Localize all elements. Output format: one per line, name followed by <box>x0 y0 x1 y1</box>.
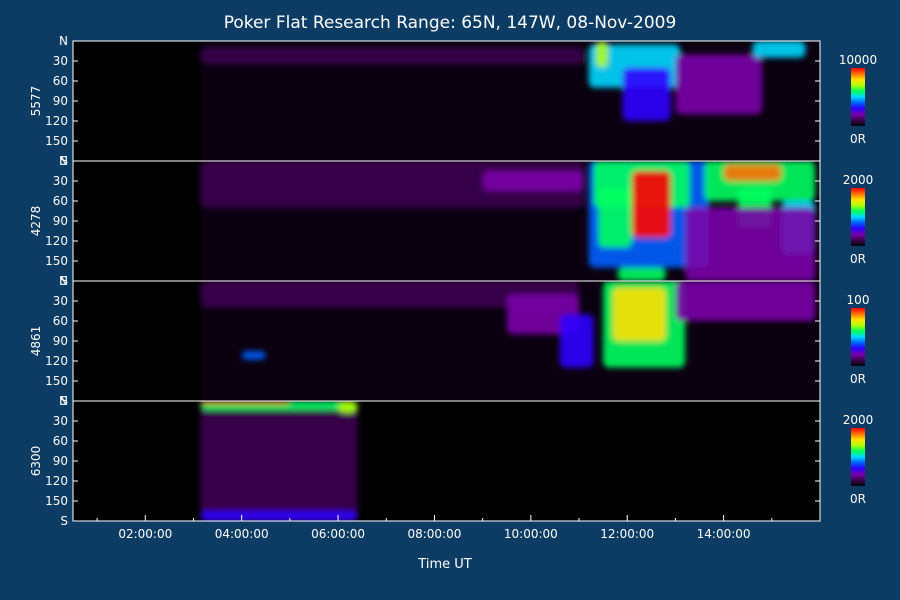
y-tick-label: S <box>60 154 68 168</box>
emission-blob <box>241 351 266 360</box>
colorbar <box>851 308 865 366</box>
x-tick-label: 04:00:00 <box>215 527 269 541</box>
emission-blob <box>723 164 782 181</box>
colorbar-min-label: 0R <box>850 252 866 266</box>
emission-blob <box>632 171 671 238</box>
y-tick-label: N <box>59 34 68 48</box>
emission-blob <box>200 281 580 308</box>
panel-label: 5577 <box>29 86 43 117</box>
y-tick-label: S <box>60 394 68 408</box>
x-tick-label: 12:00:00 <box>600 527 654 541</box>
y-tick-label: 30 <box>53 54 68 68</box>
emission-blobs <box>200 401 358 521</box>
panel-label: 6300 <box>29 446 43 477</box>
panel-5577: N 30 60 90 120 150 S 5577 10000 0R <box>29 34 877 168</box>
emission-blob <box>200 401 290 405</box>
colorbar-min-label: 0R <box>850 492 866 506</box>
colorbar-max-label: 2000 <box>843 173 874 187</box>
colorbar <box>851 68 865 126</box>
panel-4861: N 30 60 90 120 150 S 4861 100 0R <box>29 274 869 408</box>
emission-blobs <box>200 281 816 368</box>
emission-blob <box>752 41 806 58</box>
emission-blob <box>675 54 763 115</box>
colorbar-max-label: 100 <box>847 293 870 307</box>
y-tick-label: 60 <box>53 74 68 88</box>
colorbar-min-label: 0R <box>850 372 866 386</box>
y-tick-label: 30 <box>53 294 68 308</box>
y-tick-label: 120 <box>45 234 68 248</box>
y-tick-label: 60 <box>53 194 68 208</box>
y-tick-label: N <box>59 394 68 408</box>
colorbar-max-label: 2000 <box>843 413 874 427</box>
x-tick-label: 02:00:00 <box>118 527 172 541</box>
x-axis: 02:00:00 04:00:00 06:00:00 08:00:00 10:00:00… <box>96 515 773 541</box>
emission-blob <box>617 267 666 281</box>
y-tick-label: 150 <box>45 134 68 148</box>
colorbar <box>851 428 865 486</box>
emission-blob <box>200 511 358 521</box>
colorbar-min-label: 0R <box>850 132 866 146</box>
panel-label: 4861 <box>29 326 43 357</box>
emission-blob <box>612 287 666 341</box>
panel-6300: N 30 60 90 120 150 S 6300 2000 0R <box>29 394 873 528</box>
y-tick-label: 120 <box>45 474 68 488</box>
x-tick-label: 06:00:00 <box>311 527 365 541</box>
emission-blob <box>622 67 671 121</box>
emission-blob <box>559 314 594 368</box>
y-tick-label: N <box>59 154 68 168</box>
y-tick-label: 90 <box>53 94 68 108</box>
y-tick-label: 60 <box>53 314 68 328</box>
emission-blob <box>200 401 358 521</box>
y-tick-label: N <box>59 274 68 288</box>
emission-blob <box>675 281 816 321</box>
colorbar-max-label: 10000 <box>839 53 877 67</box>
colorbar <box>851 188 865 246</box>
emission-blobs <box>200 41 806 121</box>
panel-label: 4278 <box>29 206 43 237</box>
y-tick-label: 60 <box>53 434 68 448</box>
y-tick-label: 90 <box>53 214 68 228</box>
panel-4278: N 30 60 90 120 150 S 4278 2000 0R <box>29 154 873 288</box>
panels-group: N 30 60 90 120 150 S 5577 10000 0R N 30 60 90 120 150 S 4… <box>29 34 877 528</box>
y-tick-label: S <box>60 274 68 288</box>
y-tick-label: 150 <box>45 494 68 508</box>
panel-background <box>73 401 820 521</box>
emission-blob <box>685 207 816 281</box>
emission-blob <box>598 187 633 248</box>
x-axis-label: Time UT <box>417 557 471 572</box>
x-tick-label: 08:00:00 <box>407 527 461 541</box>
y-tick-label: 150 <box>45 254 68 268</box>
y-tick-label: 120 <box>45 114 68 128</box>
emission-blobs <box>200 161 816 281</box>
chart-title: Poker Flat Research Range: 65N, 147W, 08… <box>224 13 677 33</box>
panel-frame <box>72 400 821 522</box>
y-tick-label: 90 <box>53 334 68 348</box>
y-tick-label: S <box>60 514 68 528</box>
y-tick-label: 150 <box>45 374 68 388</box>
y-tick-label: 30 <box>53 174 68 188</box>
emission-blob <box>482 171 584 191</box>
y-tick-label: 30 <box>53 414 68 428</box>
emission-blob <box>595 41 608 68</box>
y-tick-label: 120 <box>45 354 68 368</box>
emission-blob <box>200 47 584 65</box>
x-tick-label: 14:00:00 <box>697 527 751 541</box>
y-tick-label: 90 <box>53 454 68 468</box>
emission-blob <box>338 401 358 413</box>
x-tick-label: 10:00:00 <box>504 527 558 541</box>
